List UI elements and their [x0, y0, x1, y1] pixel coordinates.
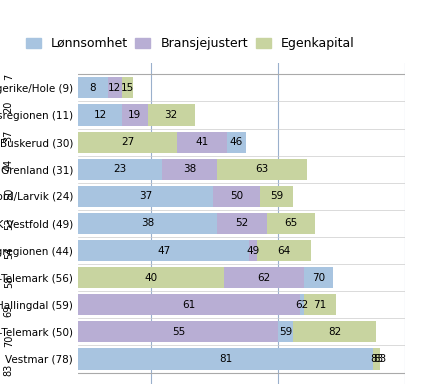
Text: 62: 62 — [257, 273, 270, 283]
Text: 82: 82 — [328, 327, 341, 337]
Text: 38: 38 — [141, 218, 154, 229]
Text: 37: 37 — [4, 130, 14, 142]
Text: 52: 52 — [235, 218, 249, 229]
Bar — [78, 321, 376, 343]
Bar — [78, 104, 122, 125]
Bar — [78, 104, 195, 125]
Text: 37: 37 — [139, 191, 152, 201]
Text: 53: 53 — [4, 217, 14, 230]
Text: 63: 63 — [255, 164, 269, 174]
Text: 49: 49 — [246, 245, 259, 256]
Text: 54: 54 — [4, 247, 14, 259]
Text: 7: 7 — [4, 74, 14, 80]
Bar — [78, 186, 213, 207]
Text: 81: 81 — [219, 354, 232, 364]
Text: 41: 41 — [195, 137, 209, 147]
Text: 58: 58 — [4, 276, 14, 288]
Text: 59: 59 — [270, 191, 283, 201]
Text: 64: 64 — [277, 245, 290, 256]
Text: 27: 27 — [121, 137, 134, 147]
Bar — [78, 77, 108, 98]
Text: 83: 83 — [370, 354, 383, 364]
Bar — [78, 186, 293, 207]
Text: 69: 69 — [4, 305, 14, 317]
Bar — [78, 240, 249, 261]
Text: 15: 15 — [121, 83, 134, 93]
Bar — [78, 267, 333, 288]
Text: 19: 19 — [128, 110, 141, 120]
Bar — [78, 77, 122, 98]
Text: 40: 40 — [145, 273, 158, 283]
Bar — [78, 213, 267, 234]
Text: 50: 50 — [230, 191, 243, 201]
Text: 65: 65 — [284, 218, 298, 229]
Text: 47: 47 — [157, 245, 170, 256]
Text: 12: 12 — [94, 110, 107, 120]
Bar — [78, 321, 293, 343]
Bar — [78, 132, 228, 153]
Bar — [78, 240, 311, 261]
Text: 62: 62 — [295, 300, 309, 310]
Bar — [78, 294, 300, 315]
Text: 70: 70 — [4, 334, 14, 347]
Legend: Lønnsomhet, Bransjejustert, Egenkapital: Lønnsomhet, Bransjejustert, Egenkapital — [26, 37, 354, 50]
Text: 20: 20 — [4, 100, 14, 113]
Text: 50: 50 — [4, 188, 14, 200]
Bar — [78, 132, 245, 153]
Bar — [78, 77, 133, 98]
Text: 46: 46 — [230, 137, 243, 147]
Text: 8: 8 — [90, 83, 96, 93]
Text: 23: 23 — [114, 164, 127, 174]
Bar — [78, 213, 315, 234]
Bar — [78, 348, 380, 370]
Bar — [78, 159, 162, 180]
Text: 71: 71 — [313, 300, 327, 310]
Text: 32: 32 — [164, 110, 178, 120]
Text: 83: 83 — [4, 363, 14, 376]
Bar — [78, 159, 217, 180]
Bar — [78, 240, 256, 261]
Text: 70: 70 — [312, 273, 325, 283]
Bar — [78, 348, 380, 370]
Bar — [78, 159, 307, 180]
Bar — [78, 294, 337, 315]
Text: 83: 83 — [373, 354, 387, 364]
Bar — [78, 213, 217, 234]
Bar — [78, 267, 224, 288]
Bar — [78, 186, 260, 207]
Text: 38: 38 — [183, 164, 196, 174]
Bar — [78, 132, 177, 153]
Bar — [78, 348, 373, 370]
Text: 61: 61 — [183, 300, 196, 310]
Text: 55: 55 — [172, 327, 185, 337]
Bar — [78, 104, 147, 125]
Bar — [78, 294, 304, 315]
Text: 59: 59 — [279, 327, 292, 337]
Text: 12: 12 — [108, 83, 122, 93]
Text: 44: 44 — [4, 159, 14, 171]
Bar — [78, 267, 304, 288]
Bar — [78, 321, 278, 343]
